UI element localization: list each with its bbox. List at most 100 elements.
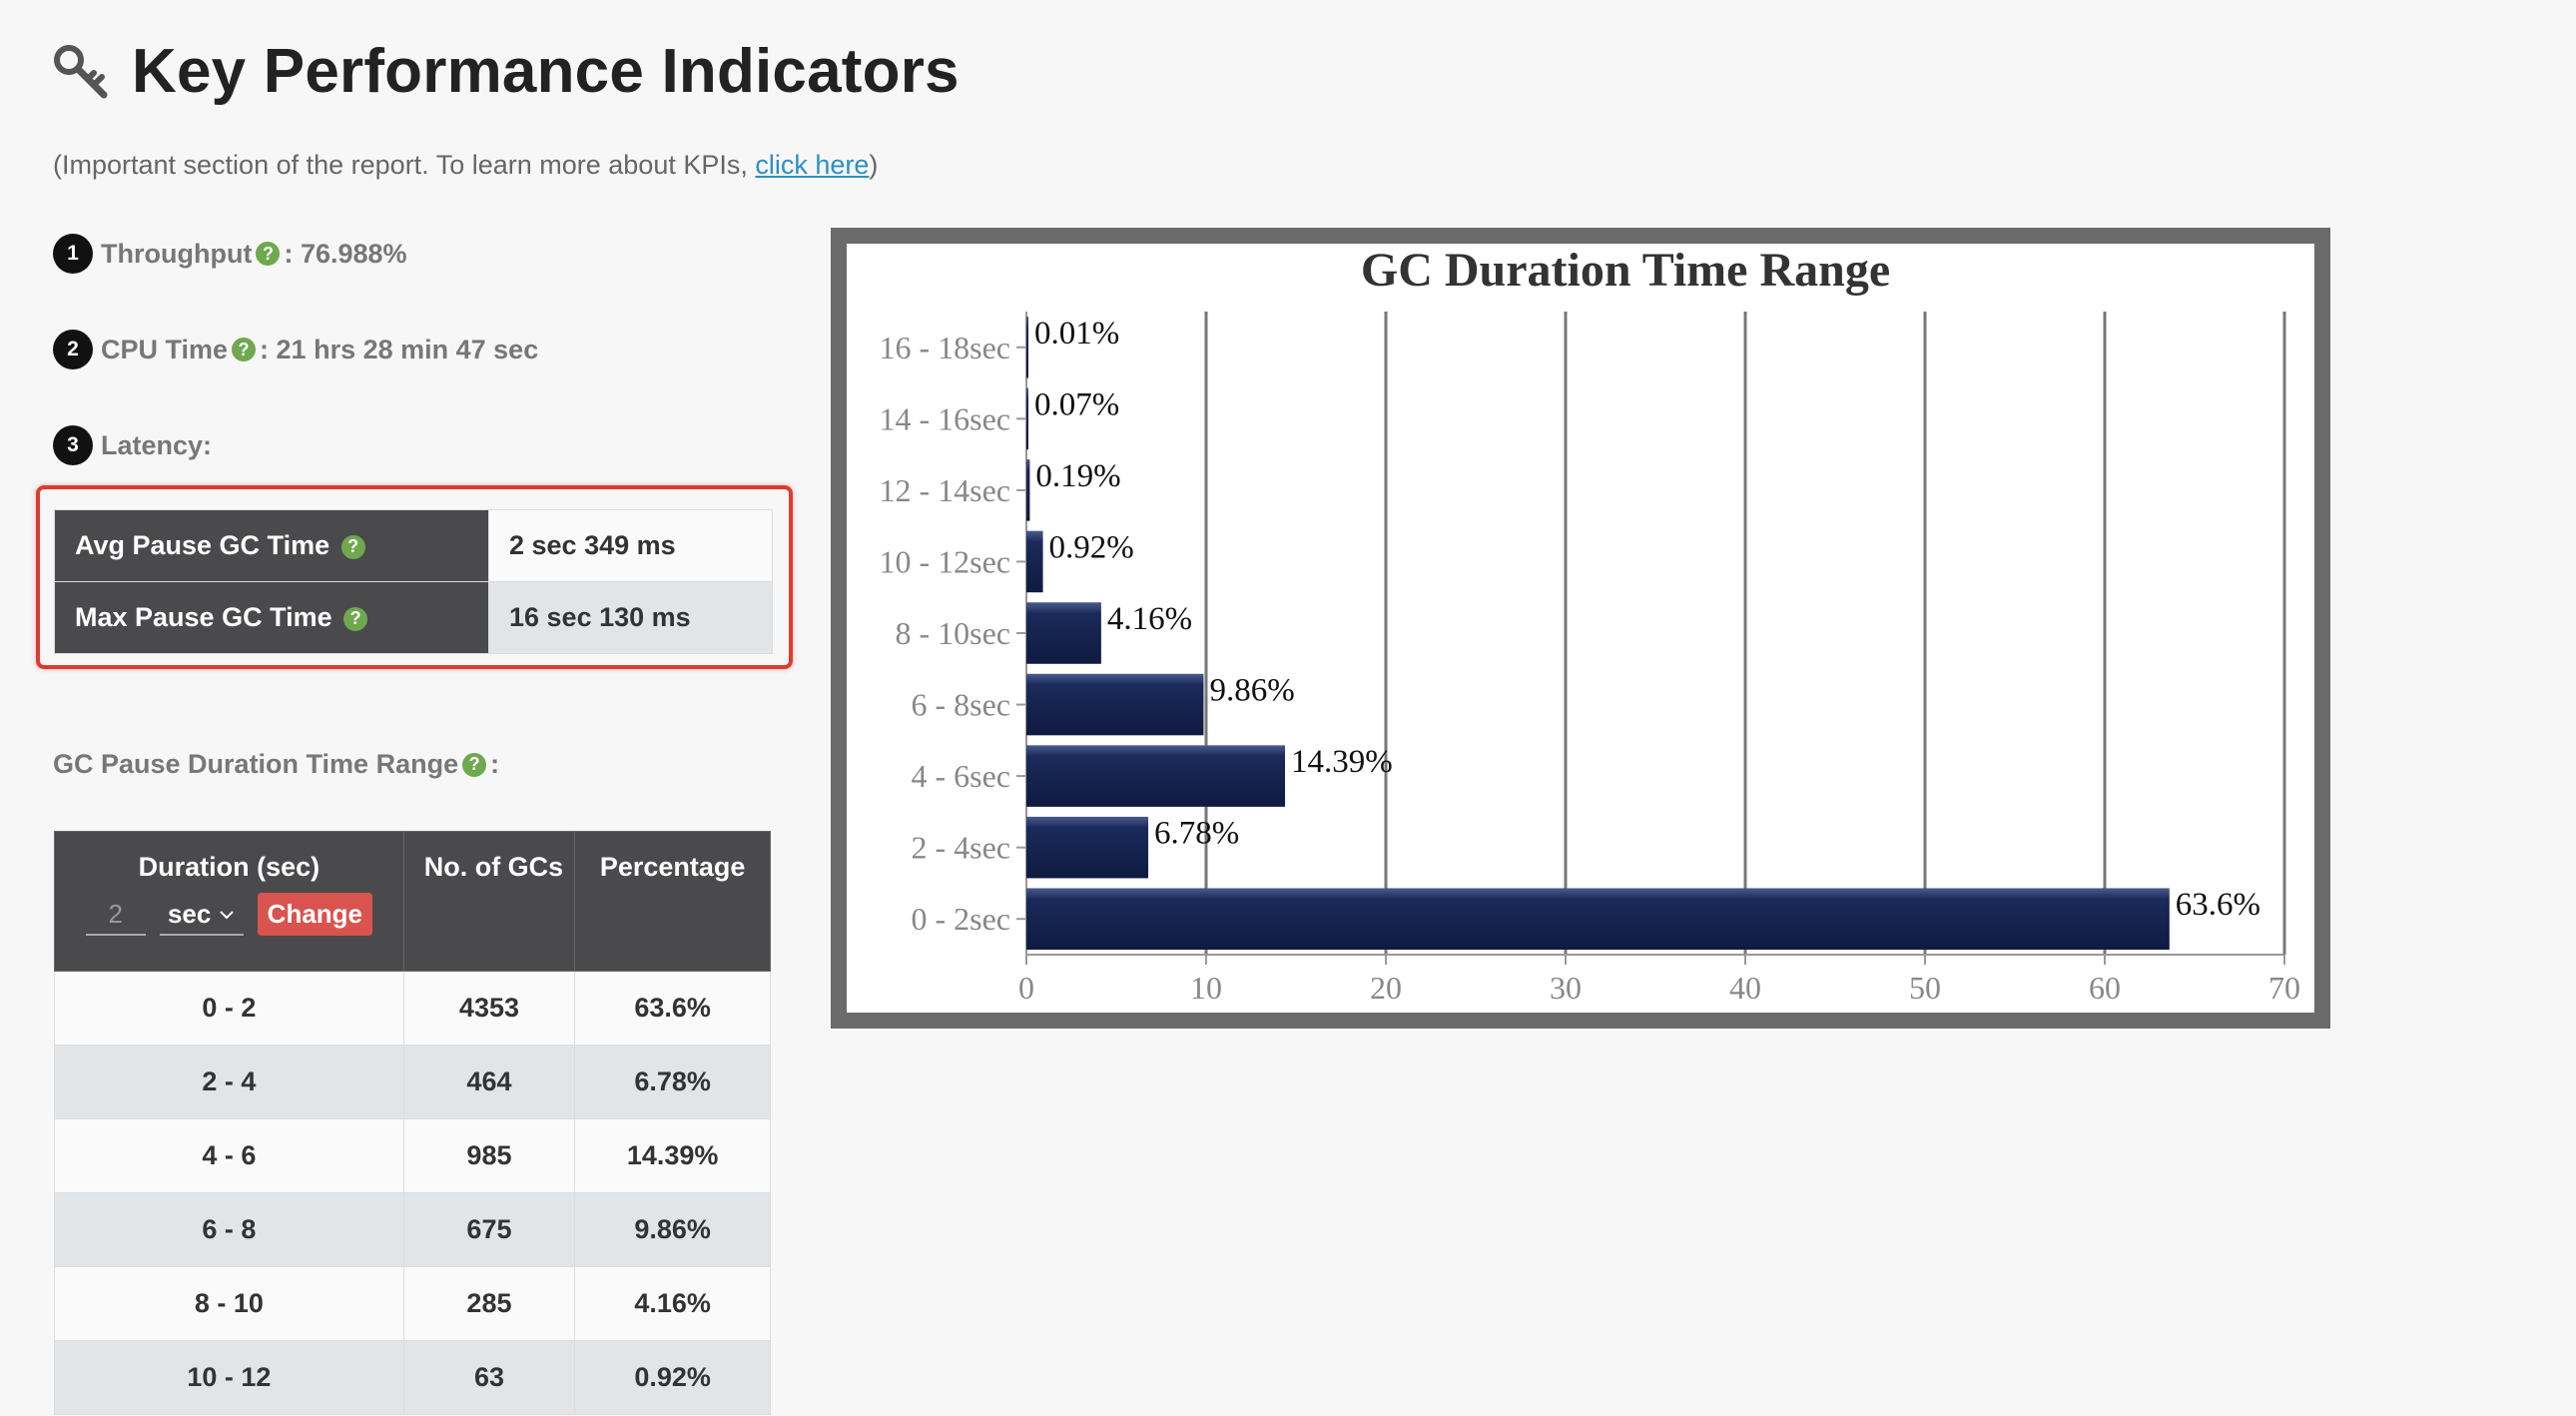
row-label: Avg Pause GC Time [75,530,330,560]
table-row: 6 - 8 675 9.86% [54,1192,771,1267]
category-label: 0 - 2sec [911,901,1010,937]
gc-duration-chart: GC Duration Time Range 0 10 20 30 40 50 60 70 16 … [879,244,2300,1006]
x-tick-label: 10 [1190,970,1222,1006]
range-cell: 2 - 4 [54,1045,404,1119]
range-table-body: 0 - 2 4353 63.6% 2 - 4 464 6.78% 4 - 6 985 14.39… [54,971,771,1415]
range-table: Duration (sec) sec Change No. of GCs Per… [54,831,771,1415]
x-tick-label: 20 [1370,970,1402,1006]
category-label: 12 - 14sec [879,472,1010,508]
duration-controls: sec Change [56,893,402,936]
category-label: 14 - 16sec [879,400,1010,436]
percentage-cell: 4.16% [574,1266,771,1341]
latency-table: Avg Pause GC Time ? 2 sec 349 ms Max Pau… [54,509,773,654]
table-row: Max Pause GC Time ? 16 sec 130 ms [54,581,773,654]
chart-panel: GC Duration Time Range 0 10 20 30 40 50 60 70 16 … [847,244,2314,1013]
category-label: 8 - 10sec [895,615,1010,651]
page-subtitle: (Important section of the report. To lea… [53,150,878,181]
help-icon[interactable]: ? [232,338,257,361]
change-button[interactable]: Change [257,893,373,936]
count-cell: 675 [402,1192,576,1267]
category-label: 6 - 8sec [911,687,1010,723]
percentage-cell: 9.86% [574,1192,771,1267]
kpi-value: : 76.988% [284,238,407,269]
range-cell: 4 - 6 [54,1118,404,1193]
kpi-cpu-time: 2 CPU Time ? : 21 hrs 28 min 47 sec [53,330,538,369]
kpi-label: Latency: [101,429,213,460]
category-label: 10 - 12sec [879,543,1010,579]
header-label: Duration (sec) [138,852,321,882]
page-title: Key Performance Indicators [132,37,960,106]
x-tick-label: 40 [1729,970,1761,1006]
percentage-cell: 14.39% [574,1118,771,1193]
data-label: 0.92% [1049,529,1134,565]
kpi-label: Throughput [101,238,253,269]
percentage-cell: 63.6% [574,971,771,1046]
kpi-latency: 3 Latency: [53,425,212,465]
duration-header: Duration (sec) sec Change [54,831,404,972]
help-icon[interactable]: ? [340,534,365,559]
chevron-down-icon [220,910,235,919]
count-header: No. of GCs [402,831,576,972]
chart-title: GC Duration Time Range [1361,244,1890,297]
bar [1026,387,1028,450]
range-cell: 8 - 10 [54,1266,404,1341]
help-icon[interactable]: ? [462,752,487,777]
unit-select[interactable]: sec [159,895,244,936]
kpi-value: : 21 hrs 28 min 47 sec [260,334,539,364]
max-pause-value: 16 sec 130 ms [488,581,773,654]
data-label: 0.01% [1034,316,1119,352]
heading-label: GC Pause Duration Time Range [53,749,459,779]
learn-more-link[interactable]: click here [755,150,870,180]
bar [1026,673,1204,736]
percentage-cell: 6.78% [574,1045,771,1119]
range-cell: 10 - 12 [54,1340,404,1415]
x-tick-label: 70 [2268,970,2300,1006]
chart-frame: GC Duration Time Range 0 10 20 30 40 50 60 70 16 … [831,228,2330,1029]
category-label: 4 - 6sec [911,758,1010,794]
help-icon[interactable]: ? [256,242,281,266]
table-row: 2 - 4 464 6.78% [54,1045,771,1119]
table-row: 0 - 2 4353 63.6% [54,971,771,1046]
x-tick-label: 60 [2089,970,2121,1006]
bar [1026,602,1101,664]
range-cell: 6 - 8 [54,1192,404,1267]
avg-pause-value: 2 sec 349 ms [488,509,773,582]
count-cell: 4353 [402,971,576,1046]
kpi-number-badge: 2 [53,330,93,369]
kpi-label: CPU Time [101,334,229,364]
heading-suffix: : [490,749,500,779]
bar [1026,888,2170,950]
bar [1026,530,1043,593]
table-row: Avg Pause GC Time ? 2 sec 349 ms [54,509,773,582]
data-label: 0.07% [1034,386,1119,422]
unit-value: sec [167,899,212,929]
key-icon [54,44,108,98]
bar [1026,459,1030,521]
subtitle-text: (Important section of the report. To lea… [53,150,756,180]
bar [1026,816,1149,879]
data-label: 14.39% [1291,744,1393,780]
table-row: 4 - 6 985 14.39% [54,1118,771,1193]
data-label: 6.78% [1154,816,1239,852]
category-label: 2 - 4sec [911,830,1010,866]
percentage-cell: 0.92% [574,1340,771,1415]
data-label: 4.16% [1107,601,1192,637]
count-cell: 464 [402,1045,576,1119]
table-row: 8 - 10 285 4.16% [54,1266,771,1341]
x-tick-label: 50 [1909,970,1941,1006]
count-cell: 985 [402,1118,576,1193]
x-tick-label: 30 [1550,970,1582,1006]
max-pause-label: Max Pause GC Time ? [54,581,489,654]
subtitle-suffix: ) [869,150,879,180]
data-label: 0.19% [1035,458,1120,494]
duration-input[interactable] [85,895,146,936]
range-section-heading: GC Pause Duration Time Range ? : [53,749,499,780]
range-cell: 0 - 2 [54,971,404,1046]
table-row: 10 - 12 63 0.92% [54,1340,771,1415]
count-cell: 63 [402,1340,576,1415]
help-icon[interactable]: ? [343,606,368,631]
data-label: 63.6% [2176,887,2260,923]
kpi-number-badge: 3 [53,425,93,465]
count-cell: 285 [402,1266,576,1341]
page-header: Key Performance Indicators [52,36,960,107]
